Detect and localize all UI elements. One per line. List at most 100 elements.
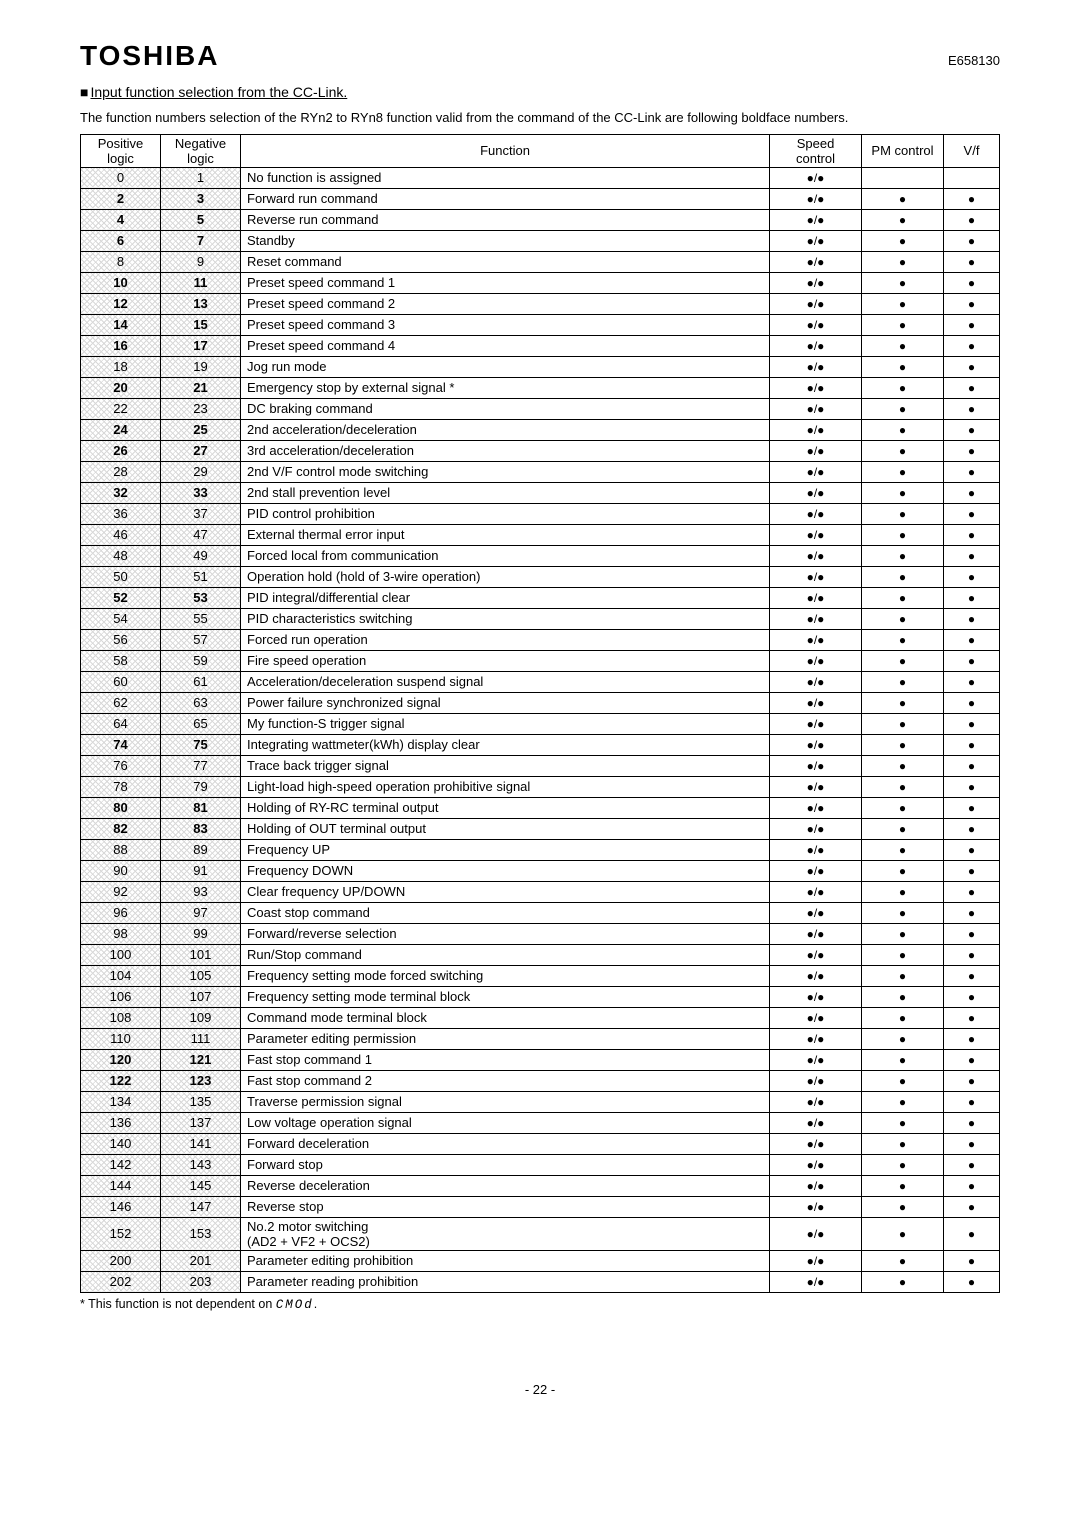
table-row: 122123Fast stop command 2	[81, 1070, 1000, 1091]
cell-func: DC braking command	[241, 398, 770, 419]
cell-vf	[944, 1049, 1000, 1070]
cell-speed	[770, 713, 862, 734]
cell-pos: 32	[81, 482, 161, 503]
cell-speed	[770, 1049, 862, 1070]
table-row: 9697Coast stop command	[81, 902, 1000, 923]
cell-pos: 104	[81, 965, 161, 986]
cell-func: Command mode terminal block	[241, 1007, 770, 1028]
cell-speed	[770, 1217, 862, 1250]
cell-pm	[862, 923, 944, 944]
col-function: Function	[241, 134, 770, 167]
cell-pm	[862, 860, 944, 881]
cell-vf	[944, 587, 1000, 608]
cell-func: PID integral/differential clear	[241, 587, 770, 608]
table-row: 1415Preset speed command 3	[81, 314, 1000, 335]
cell-pm	[862, 776, 944, 797]
cell-func: Low voltage operation signal	[241, 1112, 770, 1133]
cell-pm	[862, 314, 944, 335]
cell-vf	[944, 545, 1000, 566]
cell-neg: 23	[161, 398, 241, 419]
cell-func: 3rd acceleration/deceleration	[241, 440, 770, 461]
cell-speed	[770, 923, 862, 944]
cell-vf	[944, 860, 1000, 881]
cell-vf	[944, 167, 1000, 188]
cell-pm	[862, 881, 944, 902]
cell-pos: 60	[81, 671, 161, 692]
cell-func: Parameter editing prohibition	[241, 1250, 770, 1271]
header: TOSHIBA E658130	[80, 40, 1000, 72]
cell-speed	[770, 671, 862, 692]
cell-neg: 89	[161, 839, 241, 860]
cell-neg: 75	[161, 734, 241, 755]
cell-func: 2nd stall prevention level	[241, 482, 770, 503]
cell-pos: 24	[81, 419, 161, 440]
cell-func: Fast stop command 2	[241, 1070, 770, 1091]
table-row: 2223DC braking command	[81, 398, 1000, 419]
cell-speed	[770, 881, 862, 902]
cell-func: Operation hold (hold of 3-wire operation…	[241, 566, 770, 587]
table-row: 5455PID characteristics switching	[81, 608, 1000, 629]
footnote-suffix: .	[314, 1297, 317, 1311]
cell-pm	[862, 629, 944, 650]
cell-pm	[862, 986, 944, 1007]
cell-pm	[862, 965, 944, 986]
table-row: 8283Holding of OUT terminal output	[81, 818, 1000, 839]
doc-number: E658130	[948, 53, 1000, 68]
cell-pos: 56	[81, 629, 161, 650]
cell-vf	[944, 524, 1000, 545]
cell-pm	[862, 1091, 944, 1112]
table-row: 6465My function-S trigger signal	[81, 713, 1000, 734]
footnote: * This function is not dependent on CMOd…	[80, 1297, 1000, 1312]
table-row: 23Forward run command	[81, 188, 1000, 209]
cell-pm	[862, 398, 944, 419]
table-row: 4849Forced local from communication	[81, 545, 1000, 566]
cell-func: Fire speed operation	[241, 650, 770, 671]
cell-func: Forward deceleration	[241, 1133, 770, 1154]
cell-speed	[770, 776, 862, 797]
cell-speed	[770, 272, 862, 293]
table-row: 9293Clear frequency UP/DOWN	[81, 881, 1000, 902]
table-row: 144145Reverse deceleration	[81, 1175, 1000, 1196]
cell-pm	[862, 692, 944, 713]
cell-neg: 17	[161, 335, 241, 356]
cell-neg: 55	[161, 608, 241, 629]
cell-pos: 6	[81, 230, 161, 251]
cell-speed	[770, 818, 862, 839]
cell-func: Forced run operation	[241, 629, 770, 650]
cell-func: No function is assigned	[241, 167, 770, 188]
cell-func: Reverse stop	[241, 1196, 770, 1217]
cell-vf	[944, 671, 1000, 692]
table-row: 152153No.2 motor switching(AD2 + VF2 + O…	[81, 1217, 1000, 1250]
cell-neg: 121	[161, 1049, 241, 1070]
cell-speed	[770, 1112, 862, 1133]
cell-pos: 16	[81, 335, 161, 356]
cell-pos: 120	[81, 1049, 161, 1070]
cell-pm	[862, 797, 944, 818]
cell-pos: 36	[81, 503, 161, 524]
table-row: 1819Jog run mode	[81, 356, 1000, 377]
table-row: 4647External thermal error input	[81, 524, 1000, 545]
cell-neg: 57	[161, 629, 241, 650]
table-row: 8889Frequency UP	[81, 839, 1000, 860]
cell-func: Frequency setting mode terminal block	[241, 986, 770, 1007]
cell-neg: 61	[161, 671, 241, 692]
table-row: 7475Integrating wattmeter(kWh) display c…	[81, 734, 1000, 755]
cell-pos: 18	[81, 356, 161, 377]
cell-neg: 145	[161, 1175, 241, 1196]
cell-pm	[862, 713, 944, 734]
cell-vf	[944, 1217, 1000, 1250]
footnote-prefix: * This function is not dependent on	[80, 1297, 276, 1311]
cell-speed	[770, 356, 862, 377]
cell-vf	[944, 419, 1000, 440]
col-speed: Speed control	[770, 134, 862, 167]
cell-vf	[944, 1175, 1000, 1196]
cell-vf	[944, 1250, 1000, 1271]
cell-neg: 97	[161, 902, 241, 923]
table-row: 108109Command mode terminal block	[81, 1007, 1000, 1028]
cell-pos: 50	[81, 566, 161, 587]
cell-func: External thermal error input	[241, 524, 770, 545]
col-vf: V/f	[944, 134, 1000, 167]
cell-neg: 141	[161, 1133, 241, 1154]
cell-vf	[944, 230, 1000, 251]
cell-neg: 21	[161, 377, 241, 398]
